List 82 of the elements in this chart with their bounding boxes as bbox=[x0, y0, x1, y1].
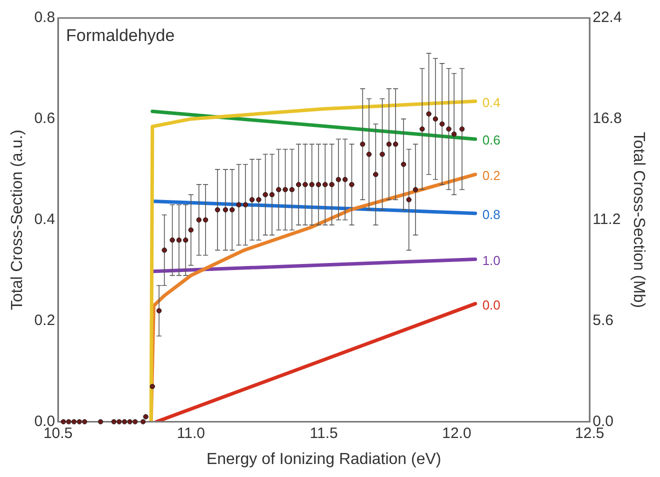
point bbox=[116, 419, 122, 424]
point bbox=[127, 419, 132, 424]
point bbox=[98, 419, 104, 424]
point bbox=[386, 142, 392, 147]
point bbox=[373, 172, 378, 178]
point bbox=[336, 176, 341, 182]
point bbox=[329, 182, 334, 188]
y-axis-title: Total Cross-Section (a.u.) bbox=[9, 130, 26, 310]
point bbox=[393, 142, 398, 147]
x-tick-label: 12.5 bbox=[575, 424, 604, 442]
y2-tick-label: 22.4 bbox=[592, 9, 622, 26]
point bbox=[76, 419, 82, 424]
point bbox=[401, 162, 406, 167]
point bbox=[66, 419, 72, 424]
series-label: 0.0 bbox=[482, 297, 500, 312]
point bbox=[156, 308, 162, 314]
point bbox=[170, 238, 175, 243]
point bbox=[296, 182, 302, 188]
y-tick-label: 0.2 bbox=[34, 312, 56, 329]
point bbox=[214, 207, 220, 212]
point bbox=[262, 192, 268, 198]
point bbox=[432, 116, 438, 122]
point bbox=[60, 419, 66, 424]
point bbox=[322, 182, 328, 188]
point bbox=[360, 142, 366, 147]
point bbox=[111, 419, 116, 424]
point bbox=[380, 152, 385, 157]
text: Formaldehyde bbox=[66, 26, 175, 46]
y-tick-label: 0.6 bbox=[34, 110, 56, 128]
point bbox=[176, 238, 182, 243]
point bbox=[289, 187, 294, 192]
point bbox=[366, 152, 372, 157]
point bbox=[196, 217, 202, 222]
point bbox=[203, 217, 208, 222]
point bbox=[426, 111, 432, 116]
y-tick-label: 0.4 bbox=[34, 211, 56, 228]
x-axis-title: Energy of Ionizing Radiation (eV) bbox=[206, 450, 442, 468]
x-tick-label: 11.5 bbox=[310, 424, 338, 442]
point bbox=[446, 126, 452, 132]
point bbox=[269, 192, 275, 198]
y2-tick-label: 5.6 bbox=[592, 312, 614, 329]
point bbox=[242, 202, 248, 208]
series-label: 1.0 bbox=[482, 252, 500, 268]
point bbox=[316, 182, 322, 188]
point bbox=[302, 182, 308, 188]
point bbox=[188, 227, 194, 233]
point bbox=[132, 419, 138, 424]
point bbox=[71, 419, 77, 424]
point bbox=[256, 197, 262, 202]
series-label: 0.2 bbox=[482, 168, 500, 184]
point bbox=[452, 132, 457, 137]
x-tick-label: 11.0 bbox=[176, 424, 205, 442]
point bbox=[122, 419, 128, 424]
point bbox=[143, 414, 148, 420]
point bbox=[420, 126, 425, 132]
point bbox=[82, 419, 88, 424]
series-label: 0.4 bbox=[482, 94, 500, 110]
point bbox=[276, 187, 282, 192]
point bbox=[406, 197, 412, 202]
point bbox=[282, 187, 288, 192]
series-label: 0.8 bbox=[482, 206, 500, 222]
point bbox=[459, 126, 465, 132]
point bbox=[309, 182, 314, 188]
point bbox=[150, 384, 155, 390]
point bbox=[230, 207, 235, 212]
point bbox=[349, 182, 354, 188]
point bbox=[162, 248, 167, 253]
point bbox=[342, 176, 348, 182]
point bbox=[412, 187, 418, 192]
y2-axis-title: Total Cross-Section (Mb) bbox=[630, 132, 647, 308]
point bbox=[236, 202, 242, 208]
y-tick-label: 0.8 bbox=[34, 9, 56, 26]
series-label: 0.6 bbox=[482, 132, 500, 148]
point bbox=[183, 238, 188, 243]
point bbox=[250, 197, 255, 202]
y2-tick-label: 16.8 bbox=[592, 110, 622, 128]
y2-tick-label: 11.2 bbox=[592, 211, 621, 228]
x-tick-label: 10.5 bbox=[43, 424, 73, 442]
point bbox=[222, 207, 228, 212]
point bbox=[140, 419, 146, 424]
x-tick-label: 12.0 bbox=[442, 424, 472, 442]
point bbox=[440, 121, 445, 127]
